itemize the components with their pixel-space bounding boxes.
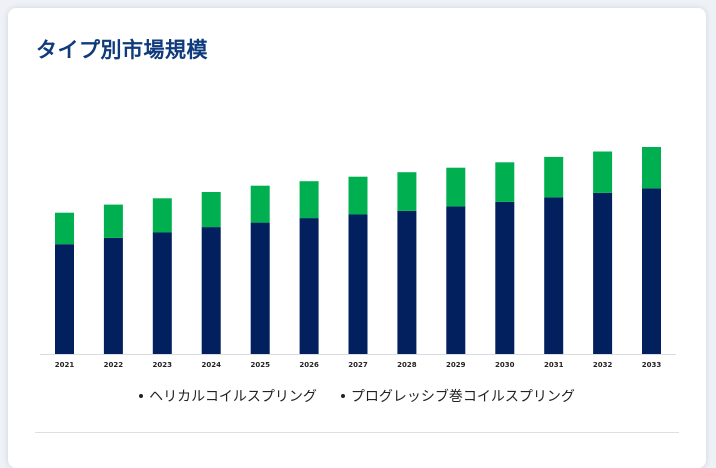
x-tick-label: 2031 bbox=[544, 361, 564, 369]
bar-segment-helical-2024[interactable] bbox=[201, 227, 221, 354]
legend-label-progressive: プログレッシブ巻コイルスプリング bbox=[350, 389, 575, 405]
x-tick-label: 2025 bbox=[250, 361, 270, 369]
bar-segment-helical-2025[interactable] bbox=[250, 222, 270, 354]
x-tick-label: 2028 bbox=[397, 361, 417, 369]
bar-segment-progressive-2030[interactable] bbox=[495, 162, 515, 202]
chart-card: タイプ別市場規模 2021 2022 2023 2024 2025 2026 2027 202… bbox=[8, 8, 706, 468]
x-tick-label: 2024 bbox=[201, 361, 221, 369]
bar-segment-helical-2029[interactable] bbox=[446, 206, 466, 354]
legend-bullet bbox=[139, 394, 144, 398]
bar-segment-helical-2023[interactable] bbox=[152, 232, 172, 355]
bar-segment-progressive-2021[interactable] bbox=[55, 212, 74, 245]
x-tick-label: 2032 bbox=[593, 361, 613, 369]
bar-segment-progressive-2028[interactable] bbox=[397, 172, 417, 211]
bar-segment-progressive-2032[interactable] bbox=[593, 151, 613, 193]
bar-segment-helical-2022[interactable] bbox=[103, 237, 123, 354]
x-tick-label: 2021 bbox=[55, 361, 75, 369]
bar-segment-progressive-2027[interactable] bbox=[348, 176, 368, 215]
bar-segment-helical-2030[interactable] bbox=[495, 201, 515, 354]
bar-segment-helical-2021[interactable] bbox=[55, 244, 74, 354]
legend-bullet bbox=[340, 394, 345, 398]
bar-segment-helical-2033[interactable] bbox=[642, 188, 661, 354]
x-tick-label: 2026 bbox=[299, 361, 319, 369]
bar-segment-helical-2028[interactable] bbox=[397, 210, 417, 354]
x-tick-label: 2022 bbox=[104, 361, 124, 369]
bar-segment-progressive-2022[interactable] bbox=[103, 204, 123, 238]
x-tick-label: 2027 bbox=[348, 361, 368, 369]
x-tick-label: 2029 bbox=[446, 361, 466, 369]
bar-segment-helical-2027[interactable] bbox=[348, 214, 368, 355]
x-tick-label: 2033 bbox=[642, 361, 662, 369]
bar-segment-helical-2026[interactable] bbox=[299, 218, 319, 354]
x-tick-label: 2023 bbox=[153, 361, 173, 369]
divider bbox=[35, 432, 679, 433]
bar-segment-progressive-2024[interactable] bbox=[201, 192, 221, 228]
bar-segment-progressive-2031[interactable] bbox=[544, 156, 564, 198]
stacked-bar-chart: 2021 2022 2023 2024 2025 2026 2027 2028 2029 2030… bbox=[40, 147, 676, 369]
legend-label-helical: ヘリカルコイルスプリング bbox=[149, 389, 317, 405]
bar-segment-helical-2031[interactable] bbox=[544, 197, 564, 354]
chart-title: タイプ別市場規模 bbox=[36, 38, 208, 62]
bar-segment-progressive-2025[interactable] bbox=[250, 185, 270, 223]
bar-segment-helical-2032[interactable] bbox=[593, 192, 613, 354]
bar-segment-progressive-2023[interactable] bbox=[152, 198, 172, 233]
legend-item-helical[interactable]: ヘリカルコイルスプリング bbox=[139, 386, 317, 406]
legend-item-progressive[interactable]: プログレッシブ巻コイルスプリング bbox=[340, 386, 575, 406]
x-tick-label: 2030 bbox=[495, 361, 515, 369]
chart-legend: ヘリカルコイルスプリング プログレッシブ巻コイルスプリング bbox=[8, 386, 706, 406]
bar-segment-progressive-2026[interactable] bbox=[299, 181, 319, 219]
bar-segment-progressive-2029[interactable] bbox=[446, 167, 466, 207]
bar-segment-progressive-2033[interactable] bbox=[642, 147, 661, 189]
